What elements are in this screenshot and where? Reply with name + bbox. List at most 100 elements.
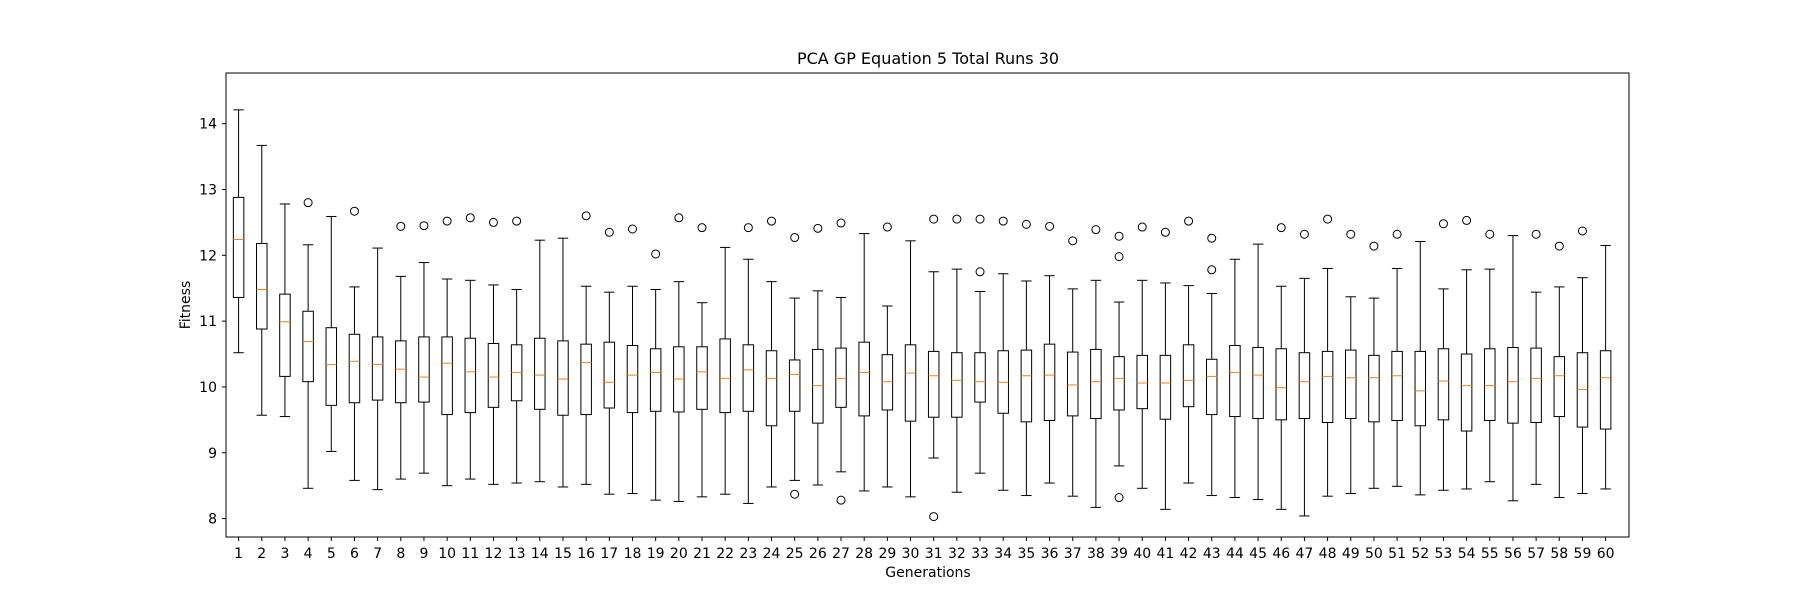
outlier-point: [1068, 236, 1078, 246]
x-tick-label: 11: [461, 546, 479, 562]
outlier-point: [396, 221, 406, 231]
x-tick-label: 33: [971, 546, 989, 562]
outlier-point: [1299, 229, 1309, 239]
box-group-23: [742, 223, 755, 504]
box: [835, 347, 847, 408]
box-group-50: [1368, 241, 1380, 489]
outlier-point: [1554, 241, 1564, 251]
box-group-54: [1460, 215, 1473, 490]
outlier-point: [1114, 493, 1124, 503]
outlier-point: [1276, 223, 1286, 233]
x-tick-label: 6: [350, 546, 359, 562]
x-tick-label: 21: [693, 546, 711, 562]
x-tick-label: 52: [1411, 546, 1429, 562]
box: [1437, 348, 1450, 421]
box-group-11: [464, 213, 477, 480]
outlier-point: [1114, 231, 1124, 241]
box: [788, 359, 801, 412]
box: [1507, 346, 1519, 424]
box-group-59: [1576, 226, 1589, 495]
box: [1205, 358, 1218, 416]
outlier-point: [813, 223, 823, 233]
x-tick-label: 41: [1156, 546, 1174, 562]
box-group-27: [835, 218, 847, 505]
box-group-49: [1345, 229, 1357, 495]
box: [256, 242, 268, 330]
box-group-45: [1252, 243, 1264, 500]
outlier-point: [674, 213, 684, 223]
box-group-40: [1136, 222, 1148, 489]
outlier-point: [1577, 226, 1587, 236]
box: [325, 327, 338, 406]
outlier-point: [952, 214, 962, 224]
box-group-6: [348, 206, 361, 481]
x-tick-label: 30: [902, 546, 920, 562]
x-tick-label: 46: [1272, 546, 1290, 562]
box-group-8: [395, 221, 407, 480]
box-group-56: [1507, 235, 1519, 502]
outlier-point: [1346, 229, 1356, 239]
box-group-7: [371, 247, 384, 491]
x-tick-label: 8: [396, 546, 405, 562]
box: [626, 344, 639, 414]
box: [1391, 350, 1403, 422]
box: [348, 333, 361, 404]
x-tick-label: 25: [786, 546, 804, 562]
x-tick-label: 58: [1550, 546, 1568, 562]
x-tick-label: 48: [1319, 546, 1337, 562]
outlier-point: [465, 213, 475, 223]
box-group-22: [719, 246, 731, 495]
box-group-46: [1275, 223, 1287, 510]
box-group-58: [1553, 241, 1566, 499]
outlier-point: [1091, 225, 1101, 235]
outlier-point: [790, 489, 800, 499]
x-tick-label: 51: [1388, 546, 1406, 562]
box-group-30: [904, 240, 917, 498]
x-tick-label: 2: [257, 546, 266, 562]
outlier-point: [442, 216, 452, 226]
box: [1484, 348, 1496, 422]
outlier-point: [1531, 229, 1541, 239]
x-tick-label: 49: [1342, 546, 1360, 562]
outlier-point: [1369, 241, 1379, 251]
box-group-44: [1229, 258, 1241, 499]
x-tick-label: 39: [1110, 546, 1128, 562]
box: [696, 346, 708, 410]
outlier-point: [1114, 252, 1124, 262]
y-axis-label: Fitness: [178, 281, 194, 330]
box: [1066, 351, 1079, 417]
box: [765, 350, 778, 427]
outlier-point: [975, 214, 985, 224]
box: [441, 336, 453, 416]
y-tick-label: 9: [208, 446, 217, 462]
box-group-12: [487, 217, 500, 485]
outlier-point: [1021, 219, 1031, 229]
outlier-point: [488, 217, 498, 227]
box: [927, 350, 940, 418]
box-series: [232, 109, 1612, 522]
outlier-point: [1462, 215, 1472, 225]
outlier-point: [882, 222, 892, 232]
outlier-point: [1045, 221, 1055, 231]
box: [279, 293, 291, 377]
outlier-point: [1323, 214, 1333, 224]
x-tick-label: 13: [508, 546, 526, 562]
x-tick-label: 14: [531, 546, 549, 562]
outlier-point: [1137, 222, 1147, 232]
box: [1553, 356, 1566, 418]
box: [974, 352, 986, 403]
box: [534, 337, 546, 410]
outlier-point: [697, 223, 707, 233]
box-group-18: [626, 224, 639, 495]
y-axis: 8 9 10 11 12 13 14: [199, 117, 226, 528]
box-group-1: [232, 109, 245, 354]
box: [232, 196, 245, 298]
box: [1182, 344, 1195, 408]
outlier-point: [581, 211, 591, 221]
outlier-point: [767, 216, 777, 226]
box-group-55: [1484, 229, 1496, 483]
box-group-16: [580, 211, 592, 485]
outlier-point: [1392, 229, 1402, 239]
box: [1229, 344, 1241, 418]
box-group-36: [1043, 221, 1056, 484]
